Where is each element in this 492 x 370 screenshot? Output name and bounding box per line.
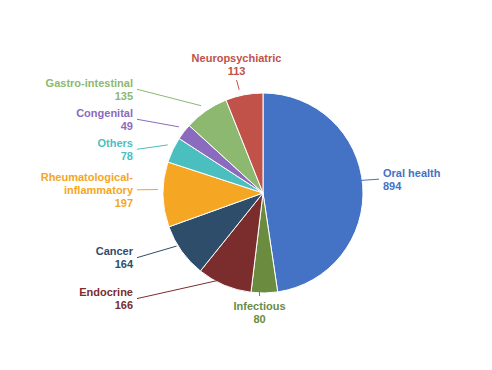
svg-text:Congenital49: Congenital49 xyxy=(76,107,133,132)
svg-text:Rheumatological-inflammatory19: Rheumatological-inflammatory197 xyxy=(41,171,134,209)
svg-text:Others78: Others78 xyxy=(98,137,133,162)
svg-text:Infectious80: Infectious80 xyxy=(234,300,286,325)
svg-text:Gastro-intestinal135: Gastro-intestinal135 xyxy=(46,77,133,102)
svg-text:Endocrine166: Endocrine166 xyxy=(79,286,133,311)
svg-text:Neuropsychiatric113: Neuropsychiatric113 xyxy=(192,52,282,77)
svg-text:Cancer164: Cancer164 xyxy=(96,245,134,270)
svg-text:Oral health894: Oral health894 xyxy=(383,167,441,192)
